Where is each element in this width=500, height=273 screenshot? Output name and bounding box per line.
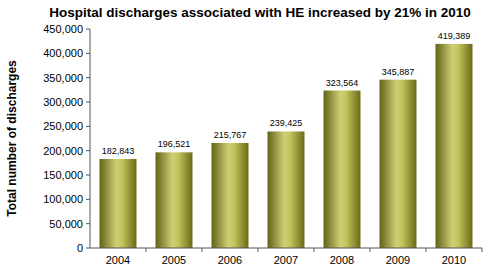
- bar: [324, 91, 361, 248]
- data-label: 182,843: [102, 146, 135, 156]
- y-tick-label: 350,000: [43, 72, 83, 84]
- bar: [268, 131, 305, 248]
- bars: [100, 44, 473, 248]
- data-label: 239,425: [270, 118, 303, 128]
- y-tick-label: 200,000: [43, 145, 83, 157]
- data-label: 215,767: [214, 130, 247, 140]
- x-axis: [90, 248, 482, 249]
- title: Hospital discharges associated with HE i…: [49, 5, 471, 20]
- x-tick-label: 2009: [386, 254, 410, 266]
- y-tick: [86, 175, 90, 176]
- data-label: 323,564: [326, 78, 359, 88]
- x-tick: [370, 248, 371, 252]
- y-tick-label: 250,000: [43, 120, 83, 132]
- x-tick-label: 2010: [442, 254, 466, 266]
- data-label: 419,389: [438, 31, 471, 41]
- x-tick-label: 2007: [274, 254, 298, 266]
- data-label: 196,521: [158, 139, 191, 149]
- y-tick: [86, 29, 90, 30]
- chart: Hospital discharges associated with HE i…: [0, 0, 500, 273]
- x-tick: [426, 248, 427, 252]
- x-tick: [258, 248, 259, 252]
- y-axis-label: Total number of discharges: [5, 60, 19, 217]
- y-tick-label: 150,000: [43, 169, 83, 181]
- data-label: 345,887: [382, 67, 415, 77]
- bar: [100, 159, 137, 248]
- y-tick-label: 400,000: [43, 47, 83, 59]
- x-tick: [482, 248, 483, 252]
- y-tick-label: 450,000: [43, 23, 83, 35]
- x-tick-label: 2004: [106, 254, 130, 266]
- bar: [380, 80, 417, 248]
- y-tick: [86, 150, 90, 151]
- x-tick: [146, 248, 147, 252]
- y-tick: [86, 223, 90, 224]
- x-tick-label: 2008: [330, 254, 354, 266]
- x-tick: [202, 248, 203, 252]
- y-tick-label: 100,000: [43, 193, 83, 205]
- bar: [212, 143, 249, 248]
- y-tick: [86, 77, 90, 78]
- y-tick: [86, 102, 90, 103]
- y-tick-label: 300,000: [43, 96, 83, 108]
- x-tick: [314, 248, 315, 252]
- x-tick-label: 2005: [162, 254, 186, 266]
- y-tick: [86, 53, 90, 54]
- y-axis: [90, 29, 91, 248]
- y-tick: [86, 126, 90, 127]
- x-tick-label: 2006: [218, 254, 242, 266]
- y-tick: [86, 248, 90, 249]
- y-tick-label: 0: [77, 242, 83, 254]
- bar: [436, 44, 473, 248]
- y-tick: [86, 199, 90, 200]
- y-tick-label: 50,000: [49, 218, 83, 230]
- bar: [156, 152, 193, 248]
